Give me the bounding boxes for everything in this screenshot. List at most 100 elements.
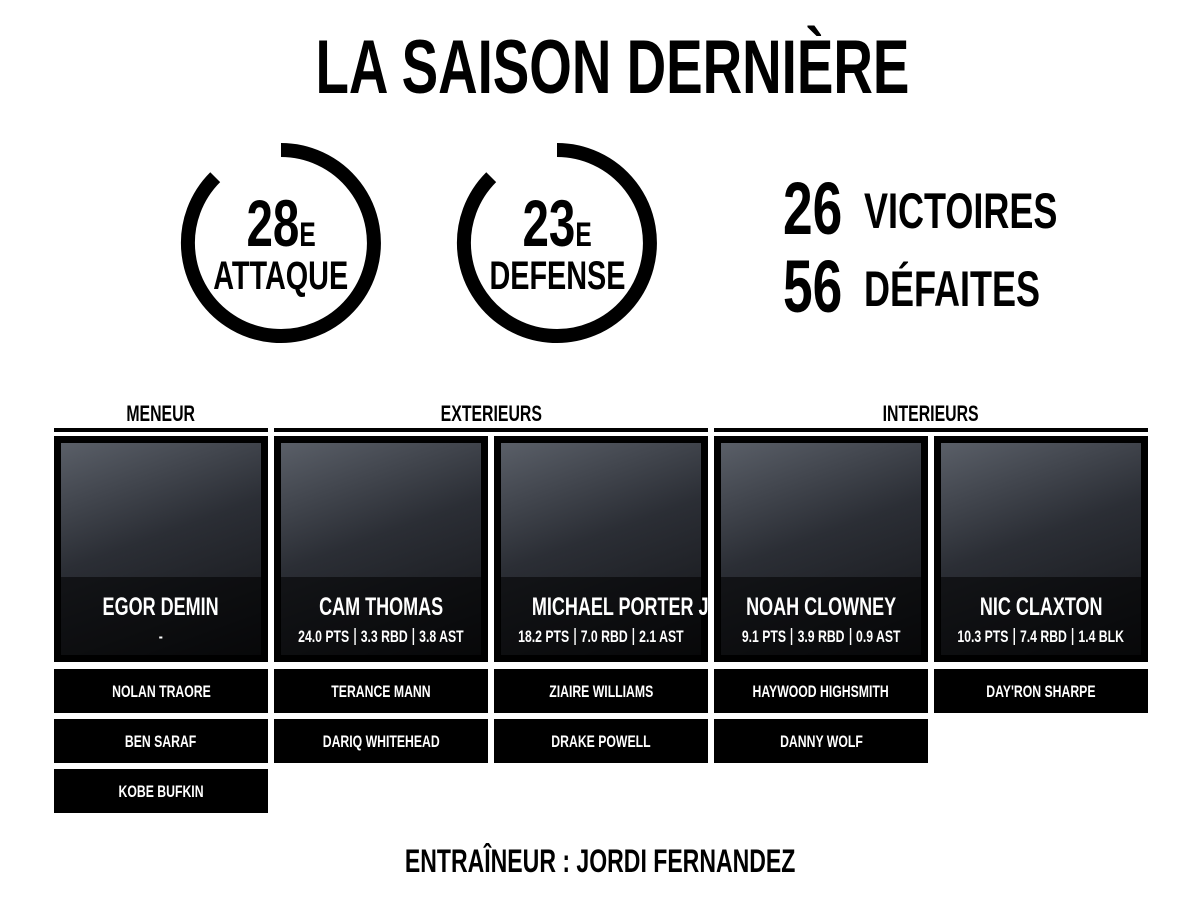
bench-name: KOBE BUFKIN <box>54 783 268 800</box>
record-label: DÉFAITES <box>864 264 1164 314</box>
bench-name-text: BEN SARAF <box>125 732 197 751</box>
bench-player: DARIQ WHITEHEAD <box>274 719 488 763</box>
group-title-text: INTERIEURS <box>883 401 979 426</box>
bench-player: TERANCE MANN <box>274 669 488 713</box>
bench-name-text: KOBE BUFKIN <box>118 782 204 801</box>
coach: ENTRAÎNEUR : JORDI FERNANDEZ <box>300 845 900 877</box>
bench-player: BEN SARAF <box>54 719 268 763</box>
photo-shade <box>721 577 921 655</box>
stat: 3.8 AST <box>412 628 469 645</box>
rank-label-text: DEFENSE <box>488 254 626 298</box>
bench-name: DRAKE POWELL <box>494 733 708 750</box>
player-card: NIC CLAXTON 10.3 PTS 7.4 RBD 1.4 BLK <box>934 436 1148 662</box>
rank-label: DEFENSE <box>457 256 657 296</box>
photo-shade <box>281 577 481 655</box>
rank-text: 23E <box>522 190 591 256</box>
bench-player: NOLAN TRAORE <box>54 669 268 713</box>
record-value-text: 56 <box>783 245 843 328</box>
record-value: 56 <box>783 250 903 324</box>
player-name-text: EGOR DEMIN <box>102 593 220 621</box>
bench-name-text: DAY'RON SHARPE <box>986 682 1096 701</box>
player-name-text: MICHAEL PORTER JR. <box>531 593 727 621</box>
rank-text: 28E <box>246 190 315 256</box>
bench-name: BEN SARAF <box>54 733 268 750</box>
coach-text: ENTRAÎNEUR : JORDI FERNANDEZ <box>404 843 796 879</box>
player-card: EGOR DEMIN - <box>54 436 268 662</box>
bench-name: HAYWOOD HIGHSMITH <box>714 683 928 700</box>
stat: 9.1 PTS <box>741 627 786 646</box>
bench-name-text: TERANCE MANN <box>331 682 431 701</box>
rank-suffix: E <box>299 216 316 254</box>
group-rule <box>274 428 708 432</box>
stat: 0.9 AST <box>849 628 905 645</box>
rank-number: 28 <box>246 186 300 260</box>
bench-name: DARIQ WHITEHEAD <box>274 733 488 750</box>
stats-row: 10.3 PTS 7.4 RBD 1.4 BLK <box>953 628 1130 645</box>
ring <box>456 143 657 343</box>
stat: 3.9 RBD <box>790 628 849 645</box>
player-card: MICHAEL PORTER JR. 18.2 PTS 7.0 RBD 2.1 AST <box>494 436 727 662</box>
bench-name-text: HAYWOOD HIGHSMITH <box>752 682 890 701</box>
record-label-text: DÉFAITES <box>864 261 1041 317</box>
group-title: INTERIEURS <box>714 403 1148 425</box>
player-stats: 10.3 PTS 7.4 RBD 1.4 BLK <box>894 628 1188 645</box>
stat: 7.4 RBD <box>1013 628 1072 645</box>
player-stats: - <box>14 628 308 645</box>
player-stats: 9.1 PTS 3.9 RBD 0.9 AST <box>674 628 968 645</box>
bench-name: DANNY WOLF <box>714 733 928 750</box>
bench-name-text: DRAKE POWELL <box>551 732 651 751</box>
bench-name-text: ZIAIRE WILLIAMS <box>548 682 654 701</box>
group-rule <box>714 428 1148 432</box>
bench-player: DAY'RON SHARPE <box>934 669 1148 713</box>
bench-player: KOBE BUFKIN <box>54 769 268 813</box>
bench-name-text: DARIQ WHITEHEAD <box>322 732 440 751</box>
bench-name: ZIAIRE WILLIAMS <box>494 683 708 700</box>
bench-name: TERANCE MANN <box>274 683 488 700</box>
record-value-text: 26 <box>783 167 843 250</box>
player-name: NIC CLAXTON <box>934 595 1148 620</box>
player-name: EGOR DEMIN <box>54 595 268 620</box>
stat: 24.0 PTS <box>298 627 350 646</box>
group-title: MENEUR <box>54 403 268 425</box>
player-name-text: NOAH CLOWNEY <box>745 593 896 621</box>
stat: - <box>158 627 164 646</box>
stats-row: 24.0 PTS 3.3 RBD 3.8 AST <box>293 628 469 645</box>
group-title-text: EXTERIEURS <box>440 401 542 426</box>
player-name: MICHAEL PORTER JR. <box>494 595 727 620</box>
rank-suffix: E <box>575 216 592 254</box>
player-stats: 18.2 PTS 7.0 RBD 2.1 AST <box>454 628 748 645</box>
player-name-text: CAM THOMAS <box>319 593 443 621</box>
player-card: CAM THOMAS 24.0 PTS 3.3 RBD 3.8 AST <box>274 436 488 662</box>
player-card: NOAH CLOWNEY 9.1 PTS 3.9 RBD 0.9 AST <box>714 436 928 662</box>
rank-label: ATTAQUE <box>181 256 381 296</box>
ring <box>180 143 381 343</box>
stats-row: - <box>154 628 168 645</box>
bench-name: DAY'RON SHARPE <box>934 683 1148 700</box>
rank-label-text: ATTAQUE <box>213 254 349 298</box>
group-rule <box>54 428 268 432</box>
bench-name-text: NOLAN TRAORE <box>111 682 211 701</box>
player-name-text: NIC CLAXTON <box>979 593 1103 621</box>
stat: 7.0 RBD <box>574 628 632 645</box>
stats-row: 18.2 PTS 7.0 RBD 2.1 AST <box>513 628 689 645</box>
title-text: LA SAISON DERNIÈRE <box>315 25 910 110</box>
group-title: EXTERIEURS <box>274 403 708 425</box>
bench-player: ZIAIRE WILLIAMS <box>494 669 708 713</box>
player-name: CAM THOMAS <box>274 595 488 620</box>
rank: 23E <box>457 190 657 256</box>
player-stats: 24.0 PTS 3.3 RBD 3.8 AST <box>234 628 528 645</box>
stat: 2.1 AST <box>632 628 689 645</box>
photo-shade <box>941 577 1141 655</box>
bench-player: DANNY WOLF <box>714 719 928 763</box>
player-name: NOAH CLOWNEY <box>714 595 928 620</box>
stat: 10.3 PTS <box>957 627 1009 646</box>
stat: 18.2 PTS <box>518 627 570 646</box>
bench-player: DRAKE POWELL <box>494 719 708 763</box>
rank-number: 23 <box>522 186 576 260</box>
title: LA SAISON DERNIÈRE <box>200 30 1000 106</box>
record-label: VICTOIRES <box>864 186 1164 236</box>
stat: 3.3 RBD <box>354 628 412 645</box>
bench-player: HAYWOOD HIGHSMITH <box>714 669 928 713</box>
